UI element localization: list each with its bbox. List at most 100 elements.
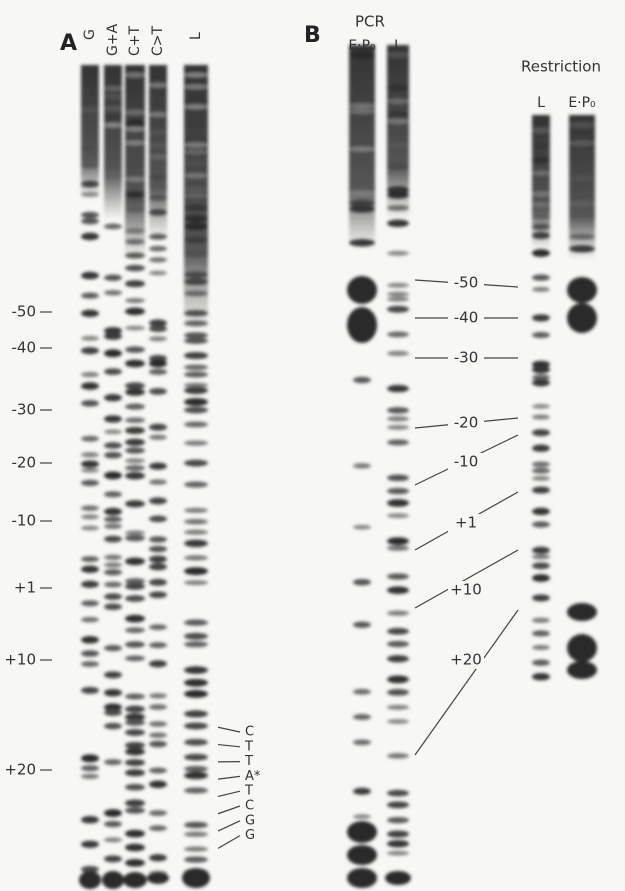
band: [184, 831, 208, 837]
connector: [217, 805, 241, 815]
position-label: +1: [455, 514, 477, 532]
band: [125, 859, 145, 867]
band: [81, 525, 99, 531]
band: [149, 740, 167, 748]
band: [81, 211, 99, 219]
band: [125, 783, 145, 791]
band: [387, 586, 409, 595]
band: [81, 347, 99, 355]
band: [125, 464, 145, 471]
band: [149, 245, 167, 252]
band: [182, 868, 210, 888]
band: [387, 816, 409, 824]
band: [353, 814, 371, 820]
band: [387, 163, 409, 170]
band: [104, 837, 122, 843]
band: [387, 789, 409, 797]
band: [125, 741, 145, 749]
band: [125, 119, 145, 128]
band: [569, 245, 595, 253]
band: [532, 554, 550, 560]
band: [81, 191, 99, 197]
lane-label: C>T: [150, 25, 166, 56]
sequence-letter: G: [245, 828, 255, 843]
position-label: -40: [454, 309, 479, 327]
position-label: -40: [12, 339, 37, 357]
band: [104, 332, 122, 340]
band: [532, 461, 550, 468]
band: [149, 578, 167, 586]
band: [184, 142, 208, 148]
band: [184, 738, 208, 746]
band: [387, 545, 409, 551]
band: [149, 479, 167, 485]
band: [125, 307, 145, 316]
band: [184, 555, 208, 561]
band: [149, 423, 167, 431]
band: [532, 546, 550, 555]
band: [347, 845, 377, 865]
band: [387, 191, 409, 199]
band: [532, 360, 550, 369]
band: [104, 644, 122, 652]
band: [385, 871, 411, 885]
lane-label: C+T: [127, 25, 143, 56]
band: [81, 217, 99, 225]
band: [387, 350, 409, 356]
band: [104, 326, 122, 335]
band: [567, 634, 597, 662]
band: [149, 854, 167, 862]
band: [81, 600, 99, 607]
label-bg: [448, 581, 484, 599]
band: [532, 201, 550, 208]
band: [81, 650, 99, 657]
band: [81, 565, 99, 574]
band: [387, 282, 409, 288]
band: [81, 452, 99, 458]
connector: [414, 549, 519, 609]
band: [184, 539, 208, 548]
band: [387, 407, 409, 414]
band: [347, 868, 377, 888]
band: [125, 641, 145, 648]
band: [532, 486, 550, 494]
label-bg: [448, 274, 484, 292]
band: [569, 140, 595, 147]
band: [532, 286, 550, 292]
label-bg: [448, 651, 484, 669]
band: [184, 771, 208, 780]
band: [353, 688, 371, 695]
band: [349, 239, 375, 247]
band: [125, 627, 145, 634]
band: [125, 807, 145, 814]
band: [104, 523, 122, 529]
band: [104, 451, 122, 459]
band: [125, 388, 145, 396]
band: [184, 398, 208, 406]
band: [125, 829, 145, 838]
band: [149, 704, 167, 710]
band: [81, 435, 99, 442]
band: [387, 110, 409, 118]
position-label: +1: [14, 579, 36, 597]
band: [532, 331, 550, 339]
band: [184, 159, 208, 167]
label-bg: [448, 514, 484, 532]
position-label: -20: [12, 454, 37, 472]
band: [184, 722, 208, 730]
band: [102, 871, 124, 889]
band: [104, 85, 122, 92]
band: [149, 555, 167, 563]
band: [387, 675, 409, 684]
band: [125, 759, 145, 767]
band: [387, 474, 409, 482]
band: [125, 359, 145, 368]
band: [104, 105, 122, 112]
band: [184, 678, 208, 687]
band: [532, 249, 550, 258]
band: [149, 173, 167, 181]
band: [125, 238, 145, 245]
pcr-title: PCR: [355, 13, 385, 31]
band: [104, 122, 122, 128]
band: [79, 871, 101, 889]
